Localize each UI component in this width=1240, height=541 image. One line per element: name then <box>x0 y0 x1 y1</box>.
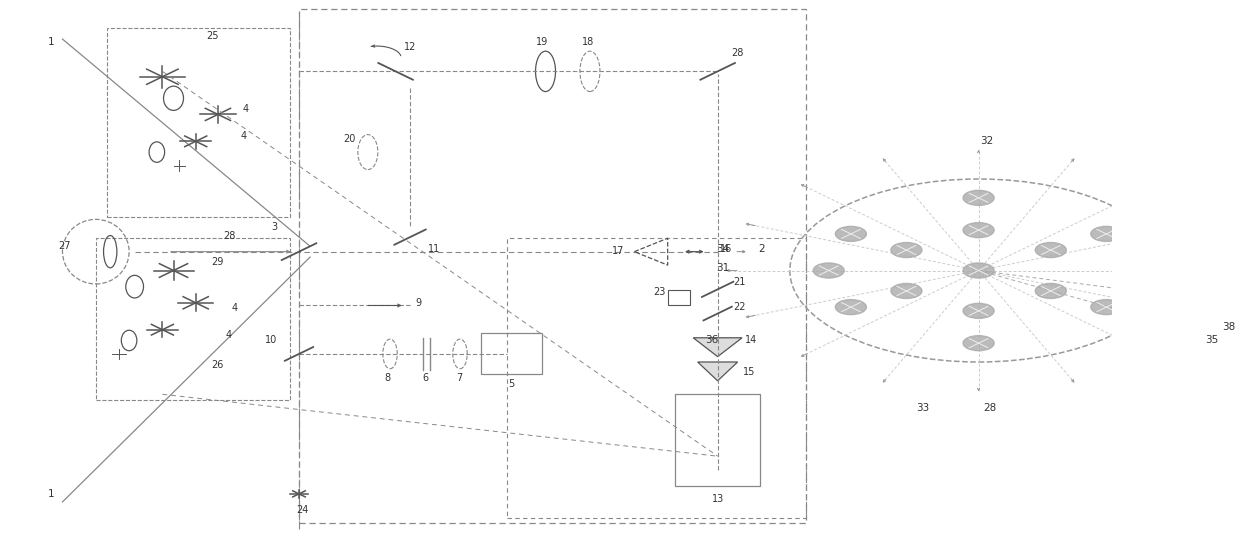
Text: 3: 3 <box>272 222 278 233</box>
Text: 2: 2 <box>759 244 765 254</box>
Circle shape <box>1035 283 1066 299</box>
Circle shape <box>836 226 867 241</box>
Text: 24: 24 <box>296 505 309 515</box>
Bar <box>507 238 806 518</box>
Text: 35: 35 <box>1205 335 1219 346</box>
Text: 4: 4 <box>241 131 247 141</box>
Circle shape <box>963 263 994 278</box>
Text: 34: 34 <box>717 244 730 254</box>
Text: 38: 38 <box>1221 322 1235 332</box>
Text: 8: 8 <box>384 373 391 383</box>
Text: 12: 12 <box>404 42 417 52</box>
Text: 36: 36 <box>706 335 719 346</box>
Polygon shape <box>698 362 738 381</box>
Circle shape <box>813 263 844 278</box>
Text: 18: 18 <box>582 37 594 47</box>
Text: 9: 9 <box>415 298 422 308</box>
Text: 25: 25 <box>206 31 218 41</box>
Text: 4: 4 <box>243 104 249 114</box>
Text: 10: 10 <box>265 335 278 346</box>
Text: 4: 4 <box>226 330 232 340</box>
Bar <box>299 9 806 524</box>
Circle shape <box>963 190 994 206</box>
Bar <box>676 394 760 486</box>
Circle shape <box>836 300 867 315</box>
Text: 1: 1 <box>48 489 55 499</box>
Circle shape <box>963 304 994 319</box>
Circle shape <box>963 222 994 237</box>
Circle shape <box>890 242 923 258</box>
Text: 31: 31 <box>717 263 730 273</box>
Circle shape <box>1091 300 1122 315</box>
Text: 17: 17 <box>611 246 624 255</box>
Text: 20: 20 <box>342 134 355 144</box>
Circle shape <box>1035 242 1066 258</box>
Bar <box>667 291 689 306</box>
Circle shape <box>890 283 923 299</box>
Text: 15: 15 <box>743 367 755 377</box>
Text: 23: 23 <box>653 287 666 297</box>
Text: 28: 28 <box>732 48 744 57</box>
Text: 26: 26 <box>212 360 224 370</box>
Text: 6: 6 <box>423 373 429 383</box>
Text: 1: 1 <box>48 37 55 47</box>
Text: 21: 21 <box>734 278 746 287</box>
Text: 4: 4 <box>232 303 238 313</box>
Text: 13: 13 <box>712 494 724 504</box>
Text: 11: 11 <box>428 244 440 254</box>
Circle shape <box>1114 263 1145 278</box>
Bar <box>481 333 542 374</box>
Bar <box>107 28 290 217</box>
Text: 16: 16 <box>720 244 733 254</box>
Polygon shape <box>693 338 742 357</box>
Text: 28: 28 <box>223 230 236 241</box>
Text: 22: 22 <box>734 301 746 312</box>
Bar <box>95 238 290 400</box>
Circle shape <box>963 335 994 351</box>
Circle shape <box>1091 226 1122 241</box>
Text: 14: 14 <box>745 335 758 346</box>
Text: 33: 33 <box>916 403 930 413</box>
Text: 7: 7 <box>456 373 463 383</box>
Text: 32: 32 <box>980 136 993 146</box>
Text: 27: 27 <box>58 241 71 251</box>
Text: 19: 19 <box>536 37 548 47</box>
Text: 28: 28 <box>983 403 996 413</box>
Text: 5: 5 <box>508 379 515 388</box>
Text: 29: 29 <box>212 258 224 267</box>
